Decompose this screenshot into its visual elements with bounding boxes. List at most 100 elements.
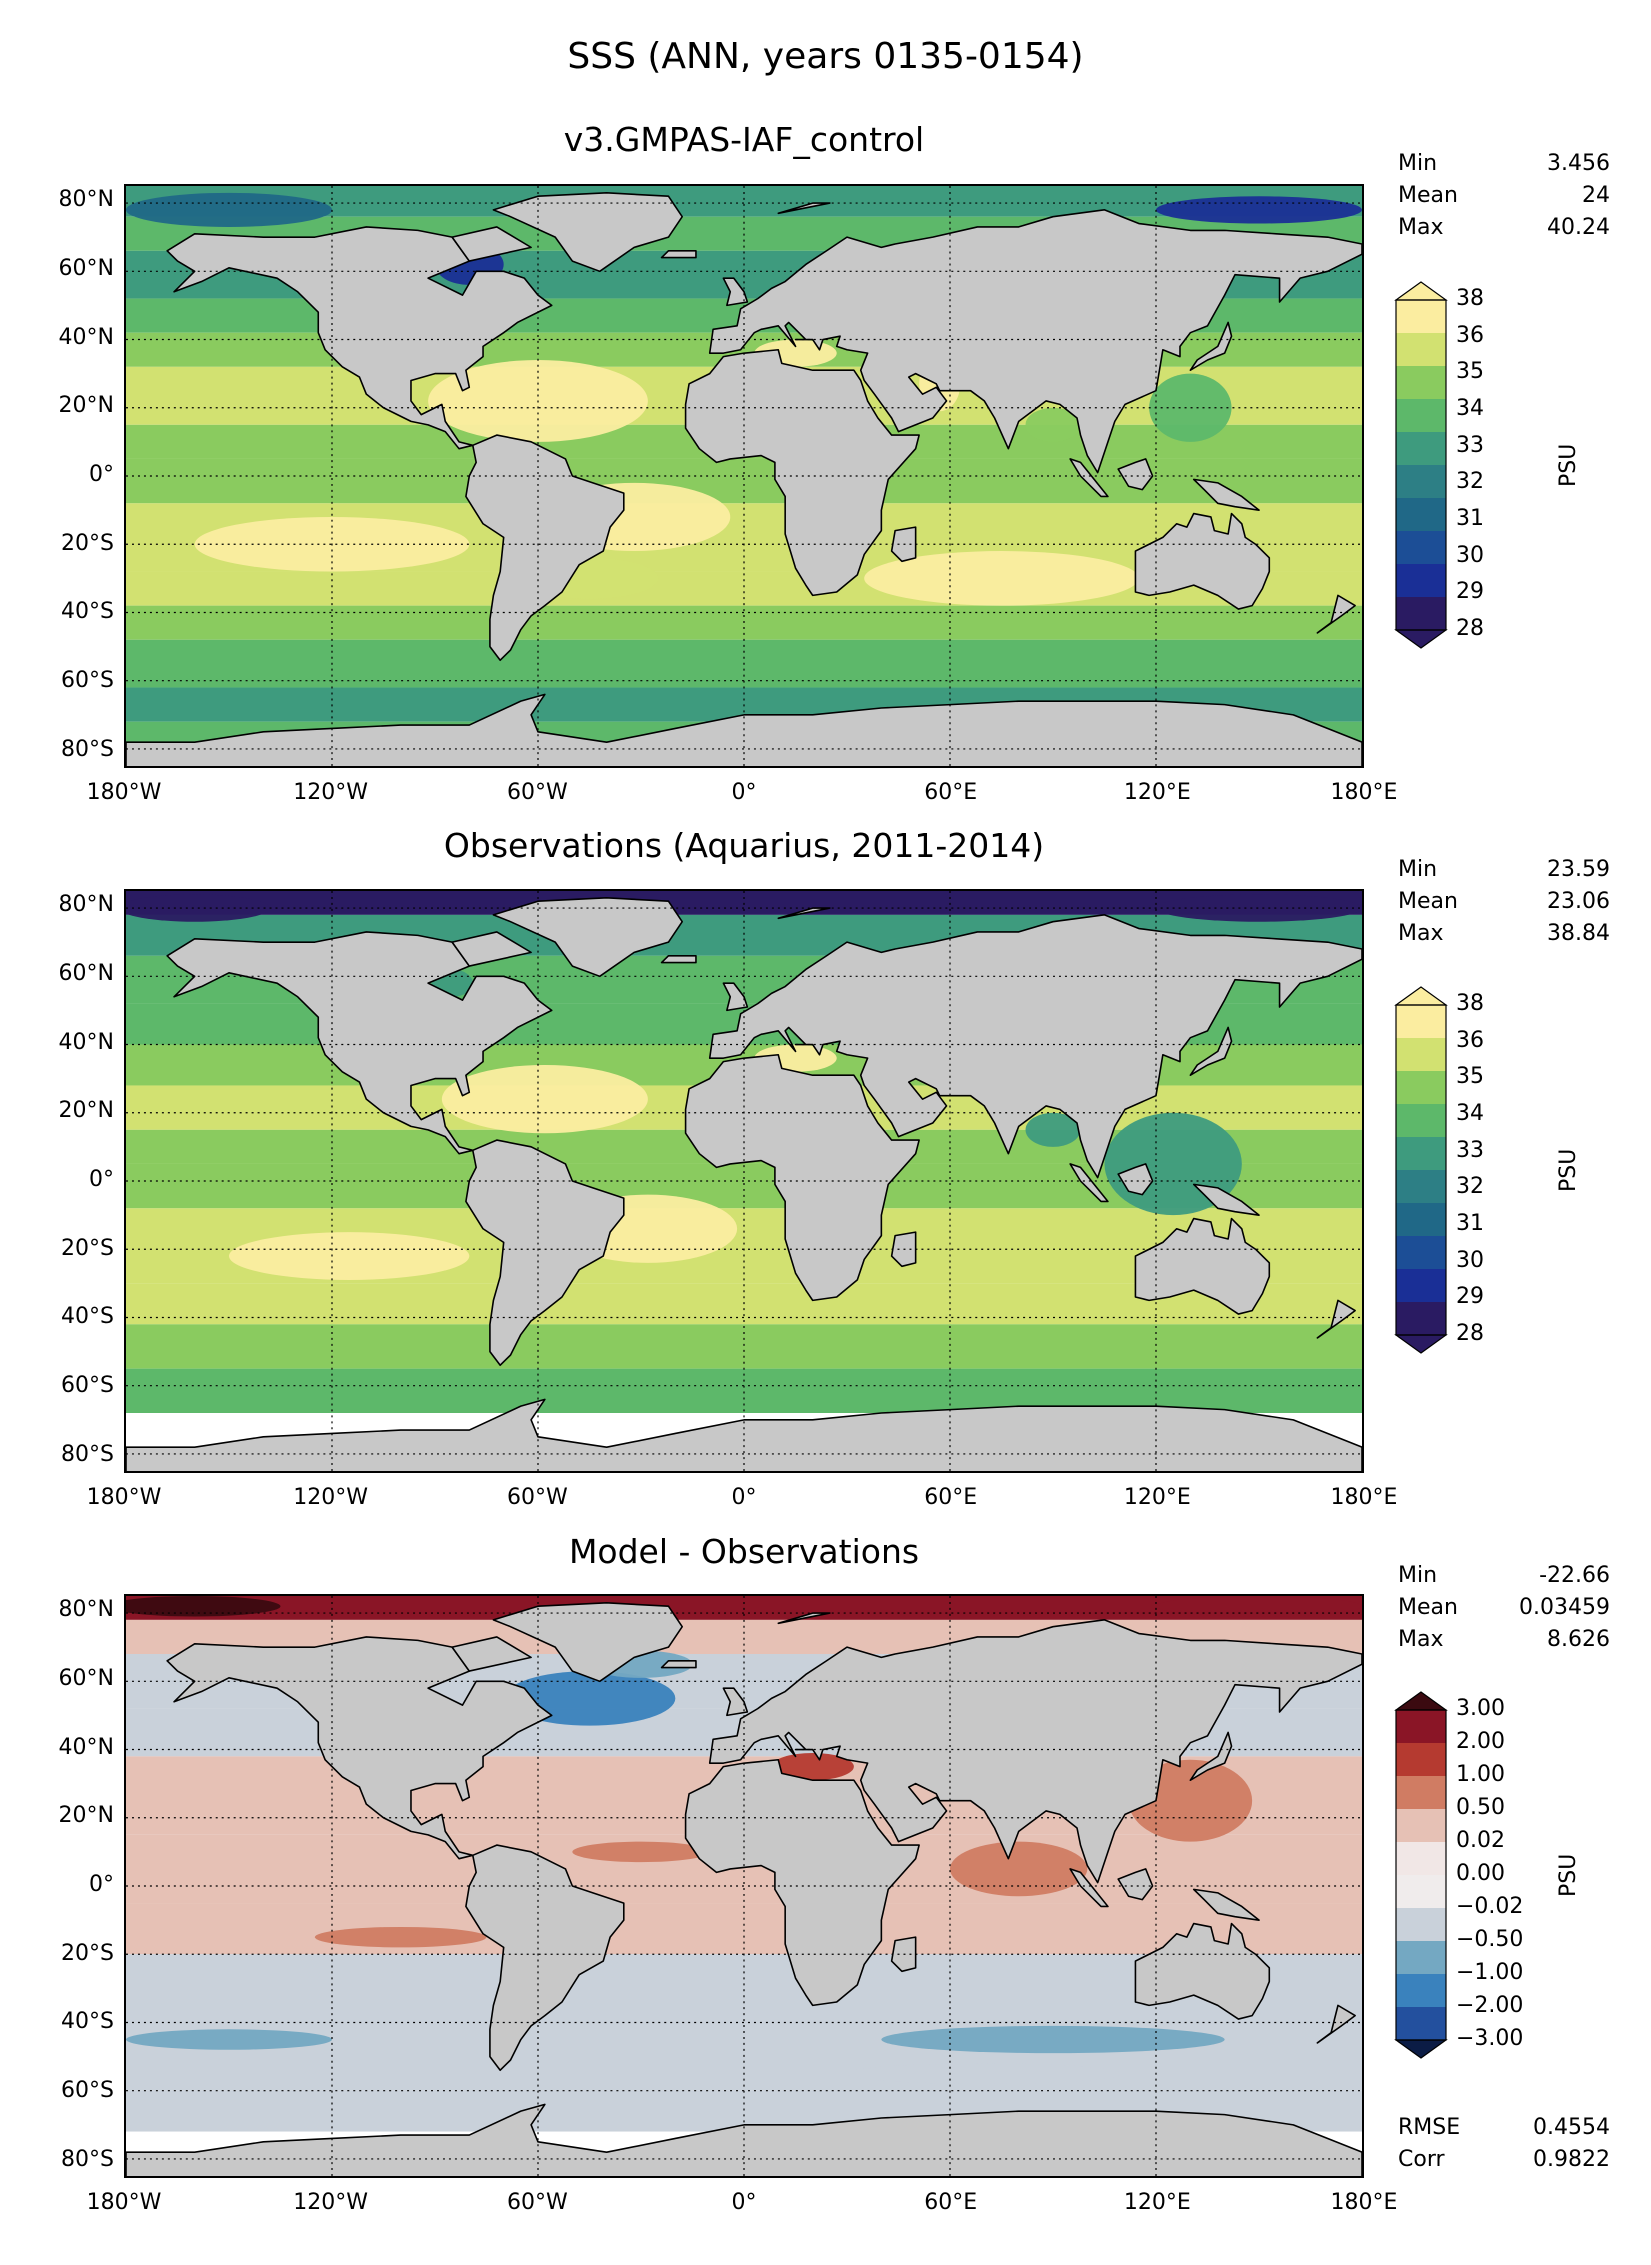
stat-label: Max — [1398, 215, 1444, 240]
stat-label: RMSE — [1398, 2115, 1461, 2140]
colorbar-extend-top — [1394, 1691, 1448, 1711]
colorbar-segment — [1396, 1908, 1446, 1942]
landmass-eurasia — [708, 1619, 1362, 1884]
stat-label: Mean — [1398, 1595, 1458, 1620]
stat-value: 8.626 — [1547, 1627, 1610, 1652]
stat-row: Max 40.24 — [1398, 212, 1610, 244]
colorbar-tick-label: 34 — [1456, 1101, 1484, 1126]
colorbar-segment — [1396, 1974, 1446, 2008]
landmass-greenland — [492, 192, 683, 273]
colorbar-segment — [1396, 1776, 1446, 1810]
salinity-feature — [1155, 196, 1362, 224]
salinity-feature — [126, 192, 332, 227]
landmass-africa — [684, 1053, 920, 1302]
colorbar-segment — [1396, 1842, 1446, 1876]
salinity-feature — [1025, 1112, 1081, 1147]
stat-row: Corr 0.9822 — [1398, 2144, 1610, 2176]
landmass-sumatra — [1069, 1868, 1109, 1908]
stat-value: 38.84 — [1547, 921, 1610, 946]
landmass-japan — [1189, 1026, 1233, 1077]
colorbar-tick-label: 30 — [1456, 1247, 1484, 1273]
colorbar-tick-label: 29 — [1456, 579, 1484, 605]
colorbar-tick-label: 35 — [1456, 1064, 1484, 1090]
map-canvas — [126, 1596, 1362, 2176]
salinity-feature — [771, 1752, 854, 1781]
colorbar-tick-label: 33 — [1456, 1137, 1484, 1163]
stat-row: Max 8.626 — [1398, 1624, 1610, 1656]
longitude-tick-label: 60°W — [506, 780, 568, 805]
colorbar-segment — [1396, 1071, 1446, 1105]
landmass-eurasia — [708, 209, 1362, 474]
colorbar-segment — [1396, 1941, 1446, 1975]
colorbar-unit-label: PSU — [1556, 1148, 1581, 1192]
landmass-australia — [1134, 1922, 1271, 2020]
colorbar-tick-label: 36 — [1456, 1027, 1484, 1053]
salinity-feature — [1025, 407, 1081, 442]
map-panel — [124, 889, 1364, 1473]
stat-row: Min 3.456 — [1398, 148, 1610, 180]
landmass-new-guinea — [1192, 478, 1260, 511]
landmass-iceland — [660, 955, 697, 964]
landmass-iceland — [660, 250, 697, 259]
stats-box: Min 3.456 Mean 24 Max 40.24 — [1398, 148, 1610, 244]
salinity-feature — [1155, 894, 1362, 922]
panel-title: Model - Observations — [568, 1532, 920, 1571]
colorbar-segment — [1396, 597, 1446, 631]
salinity-feature — [572, 1841, 710, 1863]
colorbar — [1394, 281, 1448, 649]
colorbar-tick-label: 38 — [1456, 991, 1484, 1016]
panel-title: v3.GMPAS-IAF_control — [563, 120, 925, 159]
landmass-greenland — [492, 897, 683, 978]
latitude-tick-label: 80°S — [61, 736, 114, 762]
stat-row: Min -22.66 — [1398, 1560, 1610, 1592]
colorbar-segment — [1396, 333, 1446, 367]
colorbar-segment — [1396, 1302, 1446, 1336]
stat-value: -22.66 — [1539, 1563, 1610, 1588]
colorbar-tick-label: 34 — [1456, 396, 1484, 421]
stat-label: Mean — [1398, 889, 1458, 914]
longitude-tick-label: 60°E — [924, 780, 978, 805]
colorbar-segment — [1396, 1038, 1446, 1072]
stat-value: 0.03459 — [1519, 1595, 1610, 1620]
colorbar-tick-label: −0.02 — [1456, 1894, 1524, 1919]
salinity-feature — [847, 2063, 1122, 2084]
colorbar-unit-label: PSU — [1556, 1853, 1581, 1897]
latitude-tick-label: 20°N — [58, 1098, 114, 1124]
landmass-new-zealand — [1316, 2004, 1356, 2044]
colorbar-tick-label: 38 — [1456, 286, 1484, 311]
stat-value: 24 — [1582, 183, 1610, 208]
longitude-tick-label: 0° — [731, 2190, 757, 2215]
landmass-south-america — [465, 434, 625, 662]
landmass-new-guinea — [1192, 1888, 1260, 1921]
colorbar-extend-bottom — [1394, 2039, 1448, 2059]
salinity-feature — [126, 2029, 332, 2050]
stat-value: 40.24 — [1547, 215, 1610, 240]
stat-value: 3.456 — [1547, 151, 1610, 176]
landmass-uk — [722, 277, 749, 307]
stats-box: Min -22.66 Mean 0.03459 Max 8.626 — [1398, 1560, 1610, 1656]
landmass-africa — [684, 1758, 920, 2007]
salinity-feature — [1155, 1596, 1362, 1617]
longitude-tick-label: 180°E — [1330, 2190, 1398, 2215]
colorbar-tick-label: 30 — [1456, 542, 1484, 568]
figure-title: SSS (ANN, years 0135-0154) — [567, 36, 1084, 77]
landmass-borneo — [1117, 1163, 1154, 1196]
colorbar-tick-label: 29 — [1456, 1284, 1484, 1310]
map-canvas — [126, 891, 1362, 1471]
landmass-sumatra — [1069, 1163, 1109, 1203]
longitude-tick-label: 60°E — [924, 2190, 978, 2215]
latitude-tick-label: 0° — [89, 462, 114, 487]
salinity-band — [126, 1324, 1362, 1369]
longitude-tick-label: 180°E — [1330, 1485, 1398, 1510]
colorbar-tick-label: 35 — [1456, 359, 1484, 385]
stat-value: 0.4554 — [1533, 2115, 1610, 2140]
latitude-tick-label: 80°N — [58, 892, 114, 918]
longitude-tick-label: 120°E — [1123, 780, 1191, 805]
latitude-tick-label: 20°S — [61, 1235, 114, 1261]
longitude-tick-label: 60°W — [506, 1485, 568, 1510]
landmass-greenland — [492, 1602, 683, 1683]
longitude-tick-label: 120°W — [293, 1485, 369, 1510]
latitude-tick-label: 80°N — [58, 1597, 114, 1623]
landmass-baffin-island — [451, 226, 532, 262]
latitude-tick-label: 60°S — [61, 668, 114, 694]
